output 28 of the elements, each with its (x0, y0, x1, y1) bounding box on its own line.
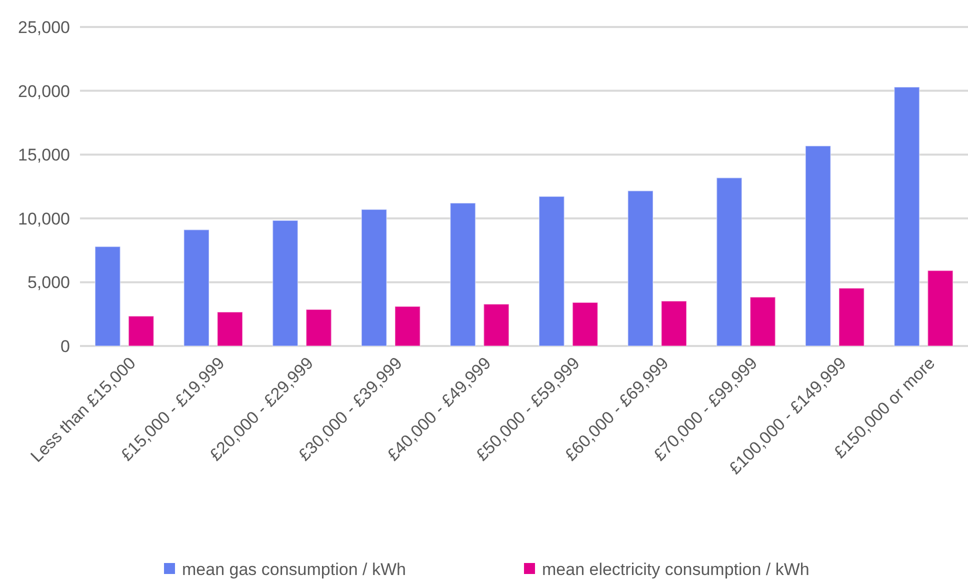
bar (927, 270, 954, 346)
bar (660, 300, 688, 346)
bar (272, 220, 298, 346)
bar (183, 229, 210, 346)
bar (894, 86, 920, 346)
y-tick-label: 5,000 (27, 273, 70, 292)
y-tick-label: 0 (60, 336, 70, 356)
bar (627, 190, 654, 346)
bar (838, 288, 865, 346)
y-tick-label: 10,000 (18, 209, 70, 228)
bar (94, 246, 121, 346)
legend-label: mean electricity consumption / kWh (542, 560, 810, 579)
bar (128, 316, 154, 346)
y-tick-label: 25,000 (18, 18, 70, 37)
bar (716, 177, 742, 346)
y-tick-label: 15,000 (18, 146, 70, 165)
bar (572, 302, 598, 346)
y-tick-label: 20,000 (18, 82, 70, 101)
bar (360, 208, 388, 346)
bar (750, 296, 776, 346)
bar (306, 309, 332, 346)
bar (450, 202, 476, 346)
bar (804, 145, 832, 346)
bar (538, 196, 565, 346)
bar (394, 306, 421, 346)
bar (483, 304, 510, 346)
legend-label: mean gas consumption / kWh (182, 560, 406, 579)
bar (216, 312, 244, 346)
